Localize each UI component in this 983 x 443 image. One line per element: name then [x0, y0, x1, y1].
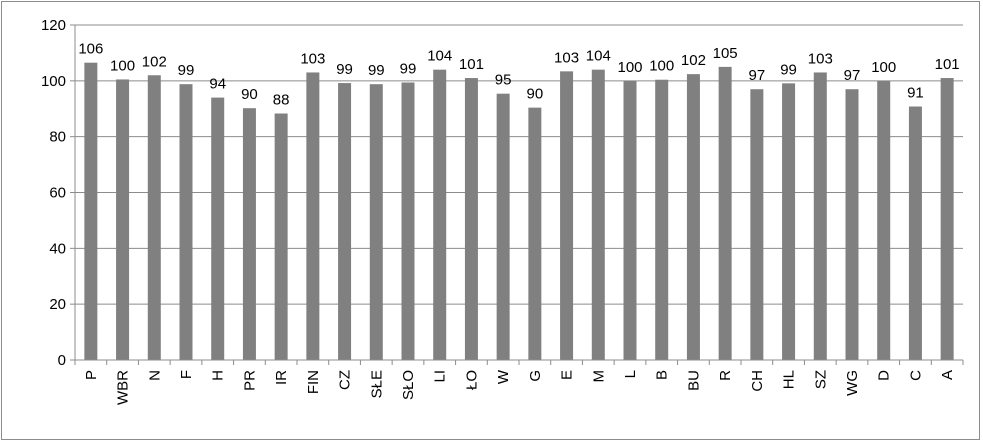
bar-FIN: [306, 72, 320, 360]
data-label: 106: [78, 41, 103, 58]
category-label: IR: [273, 370, 290, 385]
bar-G: [528, 107, 542, 360]
bar-WG: [845, 89, 859, 360]
category-label: SŁE: [368, 370, 385, 398]
data-label: 100: [871, 59, 896, 76]
data-label: 101: [459, 56, 484, 73]
category-label: E: [559, 370, 576, 380]
data-label: 104: [586, 48, 611, 65]
category-label: R: [717, 370, 734, 381]
data-label: 104: [427, 48, 452, 65]
category-label: SZ: [812, 370, 829, 389]
category-label: M: [590, 370, 607, 383]
category-label: N: [146, 370, 163, 381]
category-label: SŁO: [400, 370, 417, 400]
bar-D: [877, 80, 891, 360]
bar-E: [560, 71, 574, 360]
data-label: 90: [241, 86, 258, 103]
data-label: 99: [178, 62, 195, 79]
bar-SZ: [813, 72, 827, 360]
data-label: 90: [527, 86, 544, 103]
category-label: P: [83, 370, 100, 380]
labels: 020406080100120106P100WBR102N99F94H90PR8…: [41, 17, 960, 405]
data-label: 103: [300, 50, 325, 67]
y-tick-label: 120: [41, 17, 66, 34]
data-label: 103: [554, 49, 579, 66]
bar-WBR: [116, 79, 130, 360]
bar-W: [496, 93, 510, 361]
data-label: 91: [907, 85, 924, 102]
category-label: D: [876, 370, 893, 381]
category-label: WG: [844, 370, 861, 396]
bar-HL: [782, 83, 796, 361]
category-label: ŁO: [463, 370, 480, 390]
data-label: 99: [400, 61, 417, 78]
bars: [84, 62, 954, 361]
category-label: W: [495, 369, 512, 384]
category-label: C: [907, 370, 924, 381]
category-label: CH: [749, 370, 766, 392]
y-tick-label: 40: [49, 240, 66, 257]
category-label: F: [178, 370, 195, 379]
bar-LI: [433, 69, 447, 361]
data-label: 100: [110, 57, 135, 74]
bar-L: [623, 80, 637, 360]
data-label: 88: [273, 91, 290, 108]
category-label: PR: [241, 370, 258, 391]
data-label: 101: [935, 56, 960, 73]
data-label: 97: [844, 67, 861, 84]
category-label: G: [527, 370, 544, 382]
category-label: HL: [781, 370, 798, 389]
bar-IR: [274, 113, 288, 360]
category-label: B: [654, 370, 671, 380]
data-label: 100: [617, 59, 642, 76]
bar-CH: [750, 89, 764, 360]
data-label: 95: [495, 72, 512, 89]
bar-R: [718, 66, 732, 360]
category-label: LI: [432, 370, 449, 383]
y-tick-label: 60: [49, 185, 66, 202]
bar-M: [591, 69, 605, 361]
y-tick-label: 0: [58, 352, 66, 369]
data-label: 99: [780, 61, 797, 78]
data-label: 102: [681, 52, 706, 69]
bar-PR: [242, 108, 256, 360]
data-label: 99: [368, 62, 385, 79]
bar-P: [84, 62, 98, 360]
data-label: 94: [209, 76, 226, 93]
bar-SŁO: [401, 82, 415, 360]
category-label: FIN: [305, 370, 322, 394]
axes: [70, 24, 964, 365]
category-label: CZ: [337, 370, 354, 390]
category-label: BU: [685, 370, 702, 391]
data-label: 103: [808, 50, 833, 67]
data-label: 105: [713, 45, 738, 62]
data-label: 100: [649, 58, 674, 75]
bar-SŁE: [369, 84, 383, 360]
bar-CZ: [338, 83, 352, 361]
data-label: 97: [749, 67, 766, 84]
category-label: H: [210, 370, 227, 381]
bar-C: [908, 106, 922, 361]
bar-BU: [686, 74, 700, 360]
bar-A: [940, 78, 954, 361]
y-tick-label: 100: [41, 73, 66, 90]
data-label: 102: [142, 53, 167, 70]
category-label: A: [939, 370, 956, 380]
y-tick-label: 20: [49, 296, 66, 313]
bar-F: [179, 84, 193, 360]
bar-ŁO: [464, 78, 478, 361]
bar-H: [211, 97, 225, 360]
y-tick-label: 80: [49, 129, 66, 146]
category-label: L: [622, 370, 639, 378]
bar-B: [655, 79, 669, 360]
data-label: 99: [336, 61, 353, 78]
bar-N: [147, 75, 161, 360]
category-label: WBR: [115, 370, 132, 405]
